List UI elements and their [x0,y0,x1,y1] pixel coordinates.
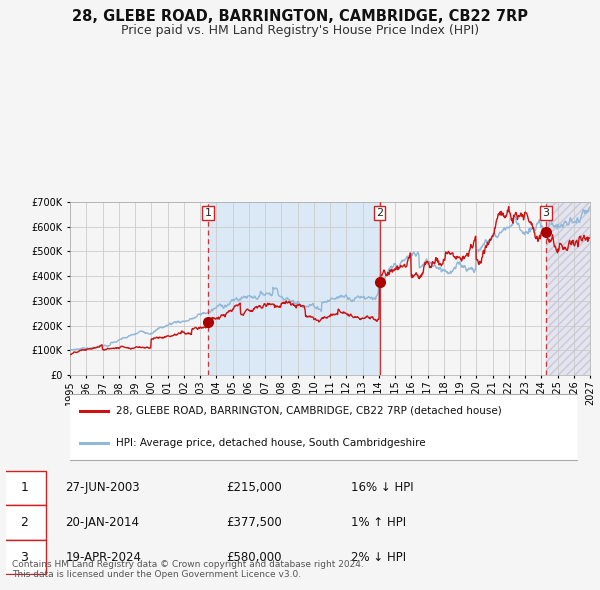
Text: 3: 3 [542,208,550,218]
FancyBboxPatch shape [3,540,46,575]
Text: 28, GLEBE ROAD, BARRINGTON, CAMBRIDGE, CB22 7RP (detached house): 28, GLEBE ROAD, BARRINGTON, CAMBRIDGE, C… [116,406,502,416]
Text: 16% ↓ HPI: 16% ↓ HPI [350,481,413,494]
Text: 27-JUN-2003: 27-JUN-2003 [65,481,140,494]
Text: 1% ↑ HPI: 1% ↑ HPI [350,516,406,529]
Text: Contains HM Land Registry data © Crown copyright and database right 2024.
This d: Contains HM Land Registry data © Crown c… [12,560,364,579]
Text: £580,000: £580,000 [226,550,281,563]
FancyBboxPatch shape [3,471,46,505]
Text: Price paid vs. HM Land Registry's House Price Index (HPI): Price paid vs. HM Land Registry's House … [121,24,479,37]
FancyBboxPatch shape [67,394,578,460]
Text: HPI: Average price, detached house, South Cambridgeshire: HPI: Average price, detached house, Sout… [116,438,425,448]
Text: 2% ↓ HPI: 2% ↓ HPI [350,550,406,563]
Text: 1: 1 [205,208,211,218]
Text: 28, GLEBE ROAD, BARRINGTON, CAMBRIDGE, CB22 7RP: 28, GLEBE ROAD, BARRINGTON, CAMBRIDGE, C… [72,9,528,24]
Text: 19-APR-2024: 19-APR-2024 [65,550,142,563]
Text: 2: 2 [20,516,28,529]
Text: 2: 2 [376,208,383,218]
FancyBboxPatch shape [3,505,46,540]
Text: 1: 1 [20,481,28,494]
Bar [546,202,590,375]
Text: 3: 3 [20,550,28,563]
Bar [546,202,590,375]
Text: £215,000: £215,000 [226,481,281,494]
Text: 20-JAN-2014: 20-JAN-2014 [65,516,139,529]
Bar [208,202,380,375]
Text: £377,500: £377,500 [226,516,281,529]
